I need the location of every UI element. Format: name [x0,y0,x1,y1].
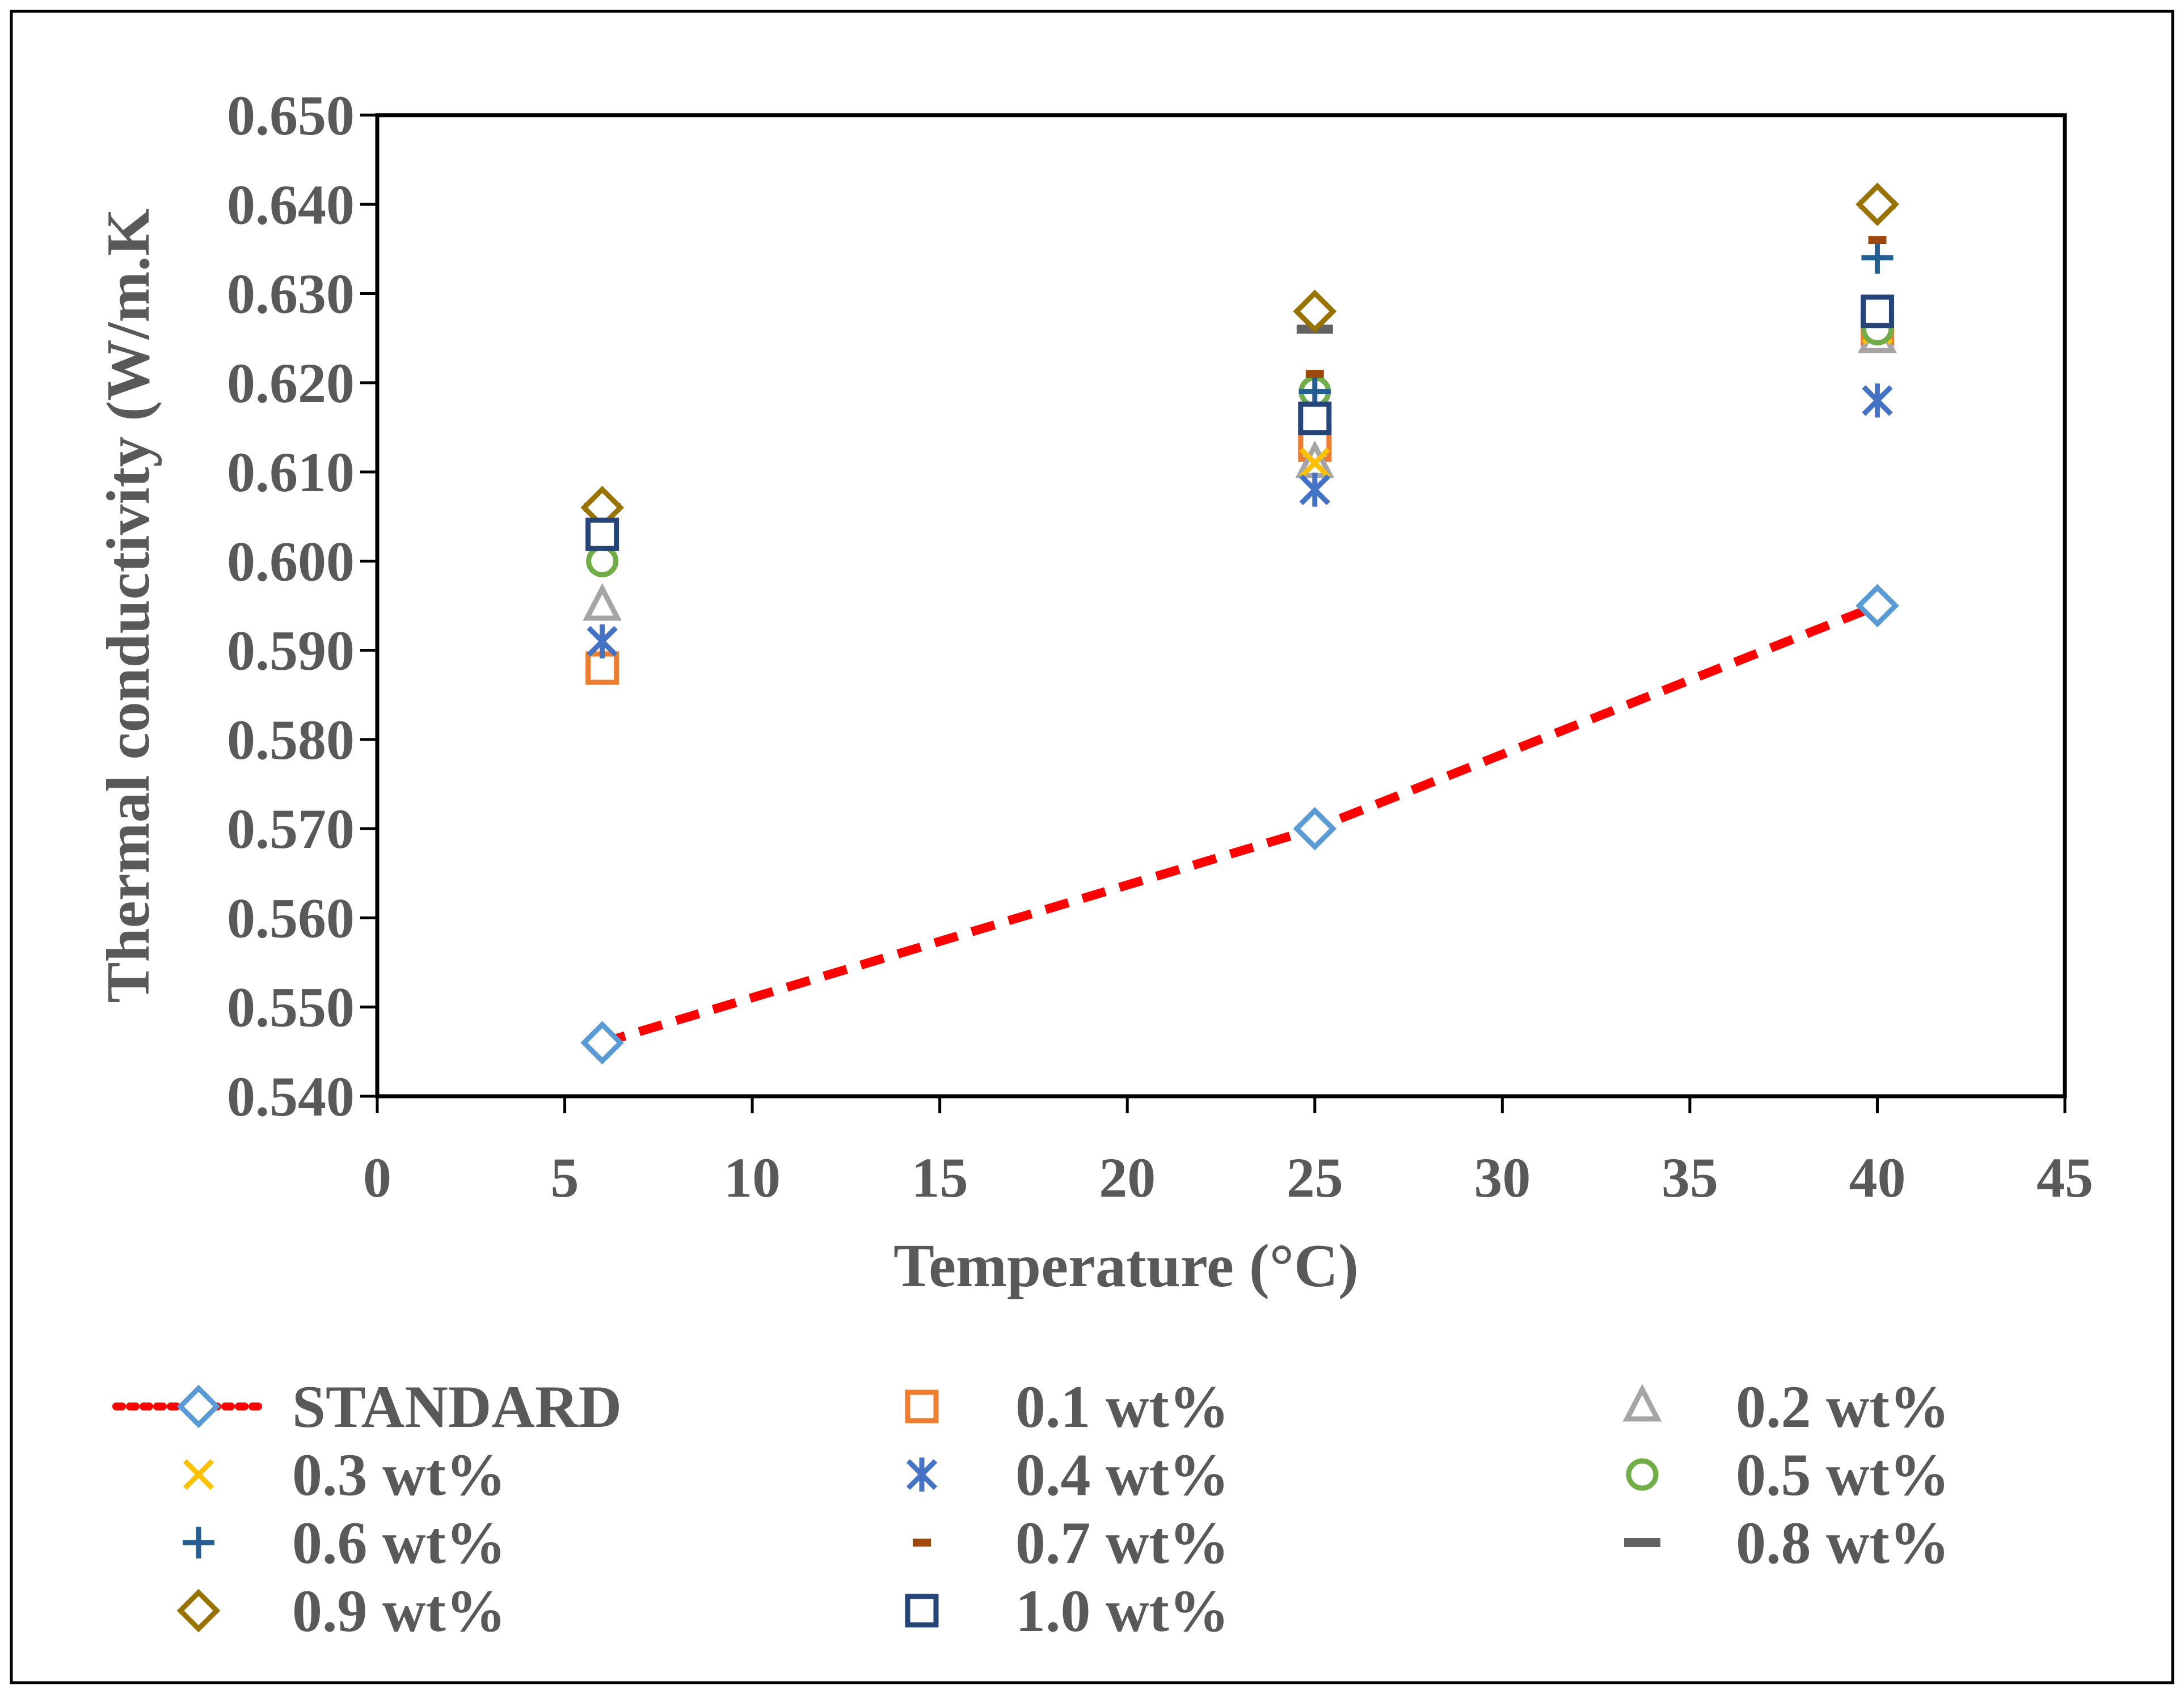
legend-marker [905,1389,939,1423]
x-tick-label: 35 [1662,1146,1718,1209]
y-tick-label: 0.650 [227,84,355,147]
y-tick-label: 0.600 [227,530,355,593]
data-point-s6-p2 [1861,242,1894,274]
legend-label: 0.8 wt% [1736,1510,1950,1576]
data-point-s0-p2 [1856,584,1899,628]
data-point-s2-p0 [583,583,622,621]
legend-label: 0.7 wt% [1015,1510,1229,1576]
legend-marker [1626,1458,1659,1491]
data-point-s10-p2 [1860,294,1894,328]
legend-item: 0.1 wt% [905,1374,1229,1440]
data-point-s9-p2 [1856,182,1899,226]
legend-item: STANDARD [112,1374,622,1440]
data-points [580,182,1899,1065]
legend-item: 0.4 wt% [906,1442,1229,1508]
y-axis-title: Thermal conductivity (W/m.K [95,209,162,1003]
y-tick-label: 0.550 [227,976,355,1039]
legend-item: 0.2 wt% [1622,1374,1950,1440]
data-point-s9-p1 [1293,289,1337,333]
legend-label: 0.3 wt% [292,1442,506,1508]
data-point-s4-p1 [1299,472,1330,507]
legend-item: 0.5 wt% [1626,1442,1950,1508]
x-tick-label: 25 [1287,1146,1343,1209]
legend-label: 0.6 wt% [292,1510,506,1576]
y-tick-label: 0.570 [227,797,355,860]
legend-item: 0.3 wt% [183,1442,506,1508]
legend-label: 0.1 wt% [1015,1374,1229,1440]
y-tick-label: 0.590 [227,619,355,682]
legend-marker [1622,1384,1662,1422]
x-axis-title: Temperature (°C) [893,1232,1359,1300]
data-point-s5-p0 [586,544,619,577]
legend-label: 1.0 wt% [1015,1578,1229,1644]
legend-marker [176,1384,221,1429]
legend-item: 0.6 wt% [183,1510,506,1576]
x-tick-label: 15 [912,1146,968,1209]
x-tick-label: 10 [724,1146,781,1209]
x-tick-label: 45 [2037,1146,2093,1209]
x-tick-label: 5 [551,1146,579,1209]
y-tick-label: 0.610 [227,441,355,504]
data-point-s4-p0 [587,624,618,658]
legend-marker [183,1527,214,1558]
legend-item: 0.9 wt% [176,1578,506,1644]
legend: STANDARD 0.1 wt% 0.2 wt% 0.3 wt% 0.4 wt% 0.5 … [112,1374,1950,1644]
y-tick-label: 0.620 [227,352,355,415]
legend-label: 0.2 wt% [1736,1374,1950,1440]
data-point-s10-p1 [1298,402,1332,436]
data-point-s0-p1 [1293,806,1337,851]
y-tick-label: 0.540 [227,1065,355,1128]
x-tick-label: 20 [1099,1146,1156,1209]
plot-area [375,113,2067,1099]
data-point-s10-p0 [585,517,619,551]
legend-item: 0.7 wt% [913,1510,1229,1576]
legend-label: STANDARD [292,1374,622,1440]
data-point-s3-p1 [1299,447,1330,479]
legend-label: 0.9 wt% [292,1578,506,1644]
x-tick-label: 40 [1849,1146,1905,1209]
data-point-s1-p0 [585,651,619,685]
legend-item: 0.8 wt% [1624,1510,1950,1576]
legend-marker [183,1459,214,1490]
x-tick-label: 0 [363,1146,391,1209]
data-point-s4-p2 [1862,383,1893,418]
axis-ticks [360,113,2067,1113]
x-tick-label: 30 [1474,1146,1531,1209]
y-tick-label: 0.640 [227,173,355,236]
y-tick-label: 0.580 [227,708,355,771]
legend-label: 0.4 wt% [1015,1442,1229,1508]
legend-item: 1.0 wt% [905,1578,1229,1644]
legend-marker [176,1589,221,1633]
y-tick-label: 0.560 [227,886,355,949]
data-point-s0-p0 [580,1021,625,1065]
legend-marker [906,1458,938,1492]
tick-labels: 0 5 10 15 20 25 30 35 40 45 0.540 0.550 0.560 0.570 0.… [227,84,2093,1209]
legend-label: 0.5 wt% [1736,1442,1950,1508]
legend-marker [905,1594,939,1628]
y-tick-label: 0.630 [227,263,355,326]
